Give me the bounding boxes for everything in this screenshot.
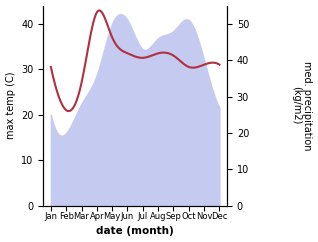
X-axis label: date (month): date (month): [96, 227, 174, 236]
Y-axis label: med. precipitation
(kg/m2): med. precipitation (kg/m2): [291, 61, 313, 150]
Y-axis label: max temp (C): max temp (C): [5, 72, 16, 139]
